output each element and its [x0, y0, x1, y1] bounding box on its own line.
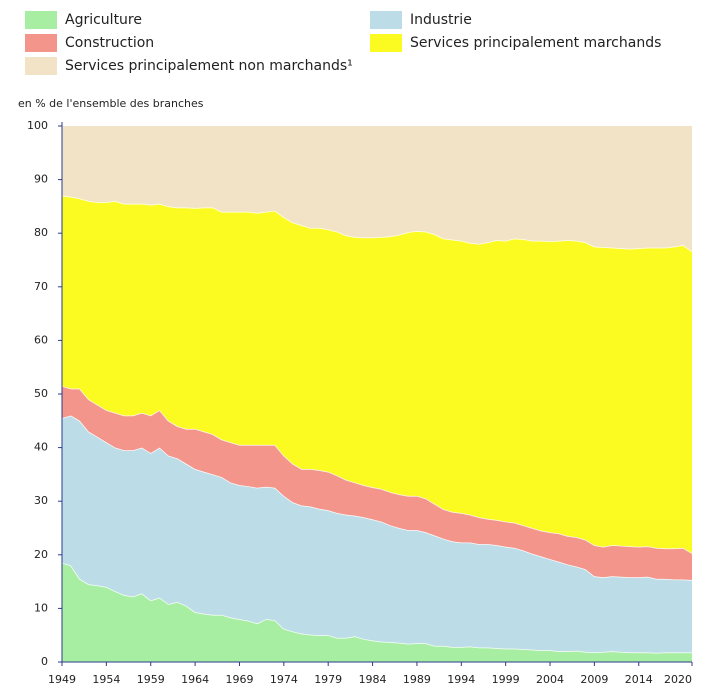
x-tick-label: 1994	[447, 673, 475, 686]
legend-swatch	[370, 11, 402, 29]
y-tick-label: 70	[34, 280, 48, 293]
y-tick-label: 80	[34, 226, 48, 239]
x-tick-label: 1949	[48, 673, 76, 686]
y-tick-label: 30	[34, 494, 48, 507]
legend-swatch	[25, 34, 57, 52]
x-tick-label: 2014	[625, 673, 653, 686]
x-tick-label: 2004	[536, 673, 564, 686]
y-axis-label: en % de l'ensemble des branches	[18, 97, 204, 110]
x-tick-label: 1954	[92, 673, 120, 686]
x-tick-label: 2020	[664, 673, 692, 686]
area	[62, 562, 692, 662]
x-tick-label: 1984	[359, 673, 387, 686]
x-tick-label: 1999	[492, 673, 520, 686]
y-tick-label: 100	[27, 119, 48, 132]
area	[62, 195, 692, 554]
legend-swatch	[25, 11, 57, 29]
x-tick-label: 1964	[181, 673, 209, 686]
legend-label: Services principalement non marchands¹	[65, 58, 353, 74]
y-tick-label: 50	[34, 387, 48, 400]
y-tick-label: 10	[34, 601, 48, 614]
x-tick-label: 1974	[270, 673, 298, 686]
y-tick-label: 0	[41, 655, 48, 668]
y-tick-label: 20	[34, 548, 48, 561]
area	[62, 126, 692, 252]
legend-label: Industrie	[410, 12, 472, 28]
x-tick-label: 1979	[314, 673, 342, 686]
x-tick-label: 2009	[580, 673, 608, 686]
x-tick-label: 1959	[137, 673, 165, 686]
legend-label: Construction	[65, 35, 154, 51]
y-tick-label: 60	[34, 333, 48, 346]
area	[62, 385, 692, 580]
x-tick-label: 1969	[225, 673, 253, 686]
legend-swatch	[370, 34, 402, 52]
area	[62, 415, 692, 653]
y-tick-label: 90	[34, 173, 48, 186]
legend-swatch	[25, 57, 57, 75]
legend-label: Agriculture	[65, 12, 142, 28]
y-tick-label: 40	[34, 441, 48, 454]
x-tick-label: 1989	[403, 673, 431, 686]
legend-label: Services principalement marchands	[410, 35, 661, 51]
